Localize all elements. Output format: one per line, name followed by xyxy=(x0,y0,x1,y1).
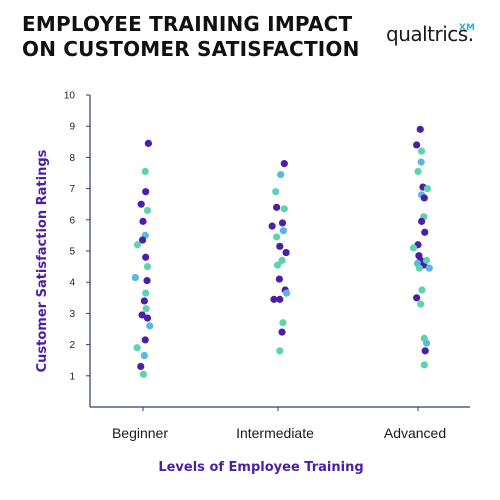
data-point xyxy=(278,328,286,336)
data-point xyxy=(142,305,150,313)
y-tick-label: 9 xyxy=(69,122,75,133)
y-tick-label: 7 xyxy=(69,184,75,195)
y-tick-label: 4 xyxy=(69,278,75,289)
data-point xyxy=(276,242,284,250)
data-point xyxy=(273,261,282,269)
y-tick-label: 1 xyxy=(69,371,75,382)
qualtrics-logo: qualtrics. xyxy=(386,22,474,46)
data-point xyxy=(275,275,283,283)
x-axis-categories: Beginner Intermediate Advanced xyxy=(112,407,446,441)
data-point xyxy=(277,170,285,179)
data-point xyxy=(279,227,287,235)
data-point xyxy=(282,248,290,257)
data-point xyxy=(278,256,286,264)
y-tick-label: 3 xyxy=(69,309,75,320)
data-point xyxy=(409,244,418,252)
data-point xyxy=(143,277,151,285)
chart-title-line-1: EMPLOYEE TRAINING IMPACT xyxy=(22,12,353,36)
data-point xyxy=(276,295,284,303)
data-point xyxy=(278,219,287,227)
y-axis-ticks: 1 2 3 4 5 6 7 8 9 10 xyxy=(64,91,90,382)
data-point xyxy=(142,188,150,196)
x-axis-label: Levels of Employee Training xyxy=(158,460,363,475)
data-point xyxy=(417,158,425,166)
data-point xyxy=(138,236,147,244)
data-point xyxy=(141,167,149,176)
data-point xyxy=(421,347,429,355)
data-point xyxy=(133,344,141,352)
data-point xyxy=(421,228,429,236)
data-point xyxy=(272,188,280,196)
data-point xyxy=(415,264,423,272)
data-point xyxy=(143,206,152,215)
data-point xyxy=(414,167,422,176)
data-point xyxy=(134,241,142,249)
y-axis-label: Customer Satisfaction Ratings xyxy=(35,149,50,372)
data-point xyxy=(418,217,426,225)
data-point xyxy=(142,289,150,297)
y-tick-label: 2 xyxy=(69,340,75,351)
data-point xyxy=(416,125,424,133)
data-point xyxy=(140,297,148,305)
data-point xyxy=(268,222,276,230)
data-point xyxy=(413,141,421,149)
data-point xyxy=(280,205,288,213)
data-point xyxy=(420,361,428,369)
data-point xyxy=(273,233,281,241)
data-point xyxy=(273,203,281,211)
qualtrics-logo-xm: XM xyxy=(459,23,475,33)
data-point xyxy=(418,286,426,294)
data-point xyxy=(139,217,147,225)
x-category-label: Beginner xyxy=(112,425,168,441)
data-point xyxy=(417,300,425,308)
y-tick-label: 8 xyxy=(69,153,75,164)
data-point xyxy=(418,147,426,155)
data-point xyxy=(422,339,431,347)
data-point xyxy=(138,311,146,319)
data-point xyxy=(280,160,288,168)
data-point xyxy=(420,194,428,202)
data-point xyxy=(142,253,150,261)
y-tick-label: 10 xyxy=(64,91,76,102)
y-tick-label: 6 xyxy=(69,215,75,226)
data-point xyxy=(141,336,149,344)
data-point xyxy=(279,319,287,327)
x-category-label: Advanced xyxy=(384,425,446,441)
data-point xyxy=(413,294,421,302)
data-point xyxy=(143,263,152,271)
data-point xyxy=(422,256,431,264)
data-point xyxy=(143,314,152,322)
data-points xyxy=(131,125,433,378)
chart-title-line-2: ON CUSTOMER SATISFACTION xyxy=(22,37,360,61)
data-point xyxy=(423,185,432,193)
chart-title: EMPLOYEE TRAINING IMPACT ON CUSTOMER SAT… xyxy=(22,12,360,62)
data-point xyxy=(425,264,433,272)
data-point xyxy=(282,289,291,297)
data-point xyxy=(140,351,148,360)
data-point xyxy=(270,295,278,303)
y-tick-label: 5 xyxy=(69,247,75,258)
data-point xyxy=(146,322,154,330)
data-point xyxy=(131,273,139,282)
data-point xyxy=(137,200,145,208)
data-point xyxy=(137,362,145,371)
data-point xyxy=(276,347,284,355)
x-category-label: Intermediate xyxy=(236,425,314,441)
data-point xyxy=(144,139,152,147)
data-point xyxy=(139,370,148,378)
